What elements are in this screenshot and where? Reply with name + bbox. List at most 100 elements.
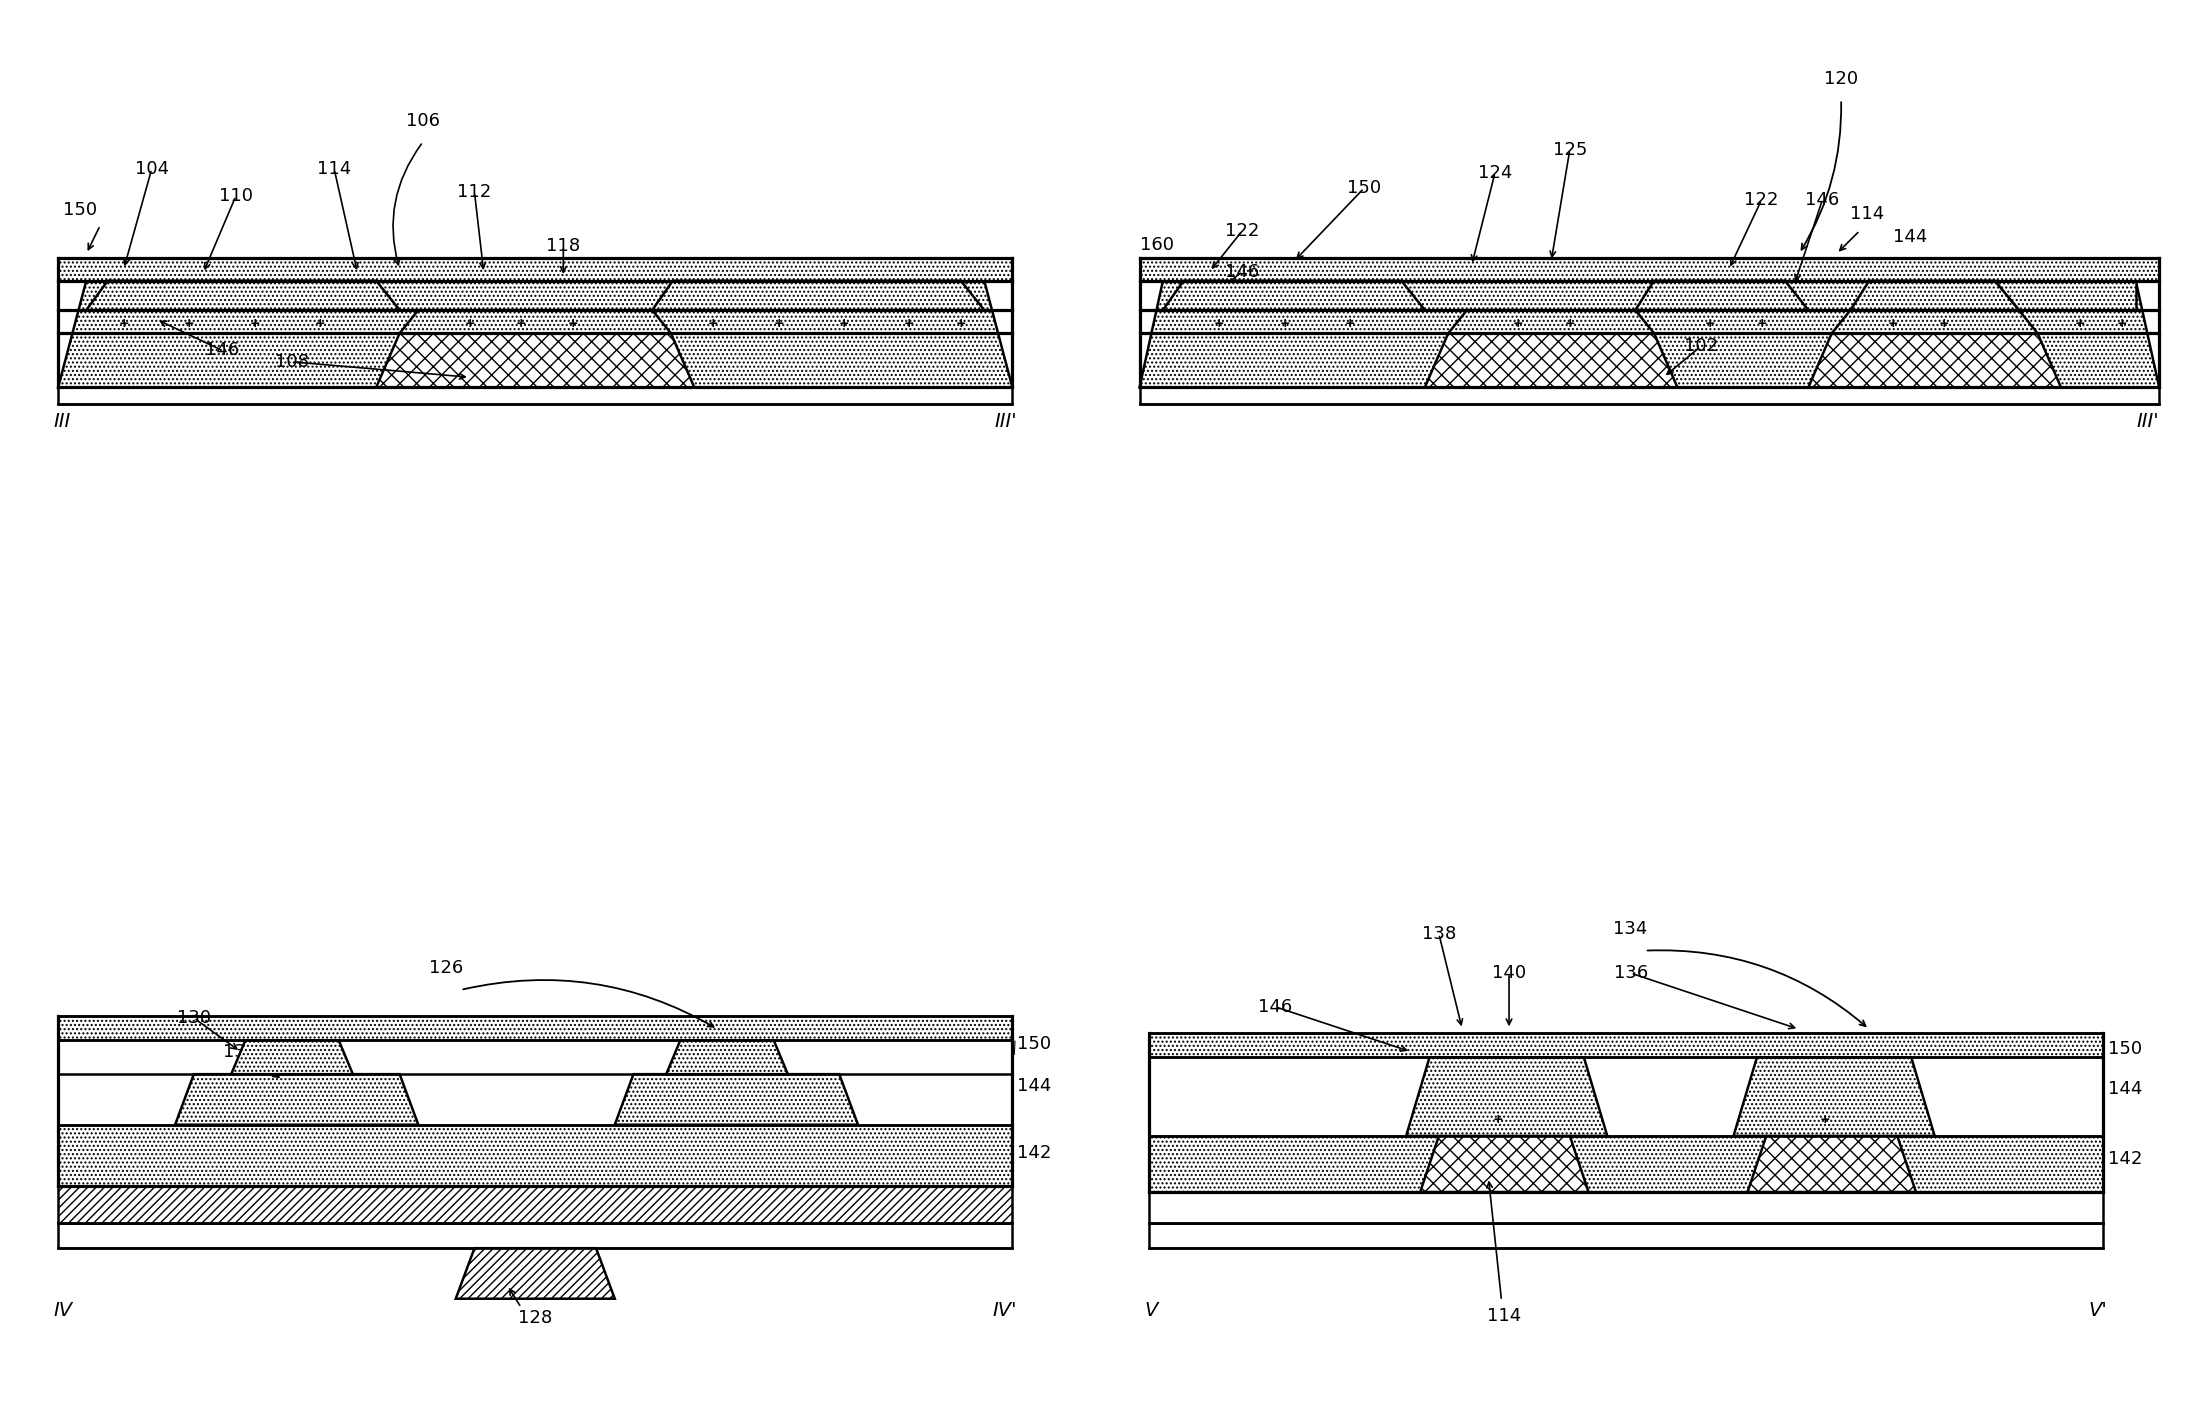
Bar bbox=[1148, 1033, 2102, 1057]
Bar bbox=[1139, 258, 2159, 280]
Text: 150: 150 bbox=[2109, 1040, 2142, 1057]
Text: 108: 108 bbox=[276, 353, 309, 371]
Polygon shape bbox=[1406, 1057, 1607, 1136]
Bar bbox=[57, 1187, 1011, 1224]
Polygon shape bbox=[1448, 310, 1654, 333]
Polygon shape bbox=[1424, 333, 1678, 387]
Text: +: + bbox=[567, 317, 578, 330]
Polygon shape bbox=[1636, 280, 1808, 310]
Polygon shape bbox=[667, 1040, 788, 1074]
Text: +: + bbox=[903, 317, 914, 330]
Polygon shape bbox=[1808, 333, 2060, 387]
Text: +: + bbox=[1888, 317, 1899, 330]
Bar bbox=[1148, 1224, 2102, 1248]
Text: III': III' bbox=[994, 411, 1018, 431]
Text: 128: 128 bbox=[519, 1309, 552, 1328]
Text: 122: 122 bbox=[1744, 191, 1780, 209]
Text: 160: 160 bbox=[1139, 236, 1172, 253]
Bar bbox=[1139, 387, 2159, 404]
Text: 114: 114 bbox=[1850, 205, 1886, 223]
Polygon shape bbox=[651, 280, 985, 310]
Text: +: + bbox=[1493, 1113, 1504, 1126]
Text: +: + bbox=[2117, 317, 2126, 330]
Text: +: + bbox=[1939, 317, 1950, 330]
Text: 106: 106 bbox=[406, 112, 439, 131]
Polygon shape bbox=[1775, 1103, 1875, 1136]
Text: 114: 114 bbox=[1488, 1308, 1521, 1325]
Text: +: + bbox=[250, 317, 261, 330]
Text: +: + bbox=[1819, 1113, 1830, 1126]
Polygon shape bbox=[86, 280, 400, 310]
Bar bbox=[57, 1016, 1011, 1040]
Polygon shape bbox=[1139, 280, 2159, 387]
Text: IV: IV bbox=[53, 1301, 73, 1319]
Polygon shape bbox=[400, 310, 671, 333]
Bar bbox=[57, 387, 1011, 404]
Text: 142: 142 bbox=[2109, 1150, 2142, 1168]
Polygon shape bbox=[1747, 1136, 1917, 1192]
Text: 150: 150 bbox=[1347, 179, 1382, 198]
Text: 144: 144 bbox=[2109, 1080, 2142, 1099]
Text: +: + bbox=[1512, 317, 1524, 330]
Text: 146: 146 bbox=[1806, 191, 1839, 209]
Polygon shape bbox=[232, 1040, 353, 1074]
Text: 132: 132 bbox=[223, 1043, 258, 1060]
Text: V: V bbox=[1144, 1301, 1157, 1319]
Text: 110: 110 bbox=[219, 186, 254, 205]
Polygon shape bbox=[1733, 1057, 1934, 1136]
Text: +: + bbox=[1705, 317, 1716, 330]
Text: 144: 144 bbox=[1018, 1077, 1051, 1096]
Text: 150: 150 bbox=[62, 201, 97, 219]
Text: 136: 136 bbox=[1614, 965, 1647, 982]
Polygon shape bbox=[375, 333, 693, 387]
Text: +: + bbox=[1345, 317, 1356, 330]
Text: 138: 138 bbox=[1422, 925, 1455, 943]
Text: 118: 118 bbox=[545, 238, 581, 255]
Polygon shape bbox=[1448, 1103, 1546, 1136]
Bar bbox=[57, 1224, 1011, 1248]
Polygon shape bbox=[455, 1248, 614, 1299]
Text: 104: 104 bbox=[135, 159, 168, 178]
Text: +: + bbox=[1214, 317, 1225, 330]
Text: III: III bbox=[53, 411, 71, 431]
Text: IV': IV' bbox=[994, 1301, 1018, 1319]
Text: +: + bbox=[316, 317, 325, 330]
Text: 130: 130 bbox=[177, 1009, 212, 1027]
Text: 134: 134 bbox=[1614, 919, 1647, 938]
Text: 124: 124 bbox=[1477, 164, 1512, 182]
Text: +: + bbox=[119, 317, 128, 330]
Polygon shape bbox=[1850, 280, 2018, 310]
Text: 125: 125 bbox=[1552, 141, 1588, 158]
Text: 140: 140 bbox=[1493, 965, 1526, 982]
Text: +: + bbox=[839, 317, 850, 330]
Text: 150: 150 bbox=[1018, 1036, 1051, 1053]
Polygon shape bbox=[408, 360, 662, 387]
Text: +: + bbox=[1565, 317, 1574, 330]
Text: 126: 126 bbox=[428, 959, 464, 978]
Text: 144: 144 bbox=[1892, 228, 1928, 246]
Text: +: + bbox=[1278, 317, 1289, 330]
Text: +: + bbox=[183, 317, 194, 330]
Bar bbox=[1148, 1136, 2102, 1192]
Bar bbox=[1148, 1192, 2102, 1224]
Text: +: + bbox=[709, 317, 718, 330]
Text: +: + bbox=[517, 317, 526, 330]
Text: III': III' bbox=[2137, 411, 2159, 431]
Polygon shape bbox=[1846, 360, 2034, 387]
Text: 146: 146 bbox=[1259, 998, 1292, 1016]
Text: 102: 102 bbox=[1685, 337, 1718, 356]
Bar bbox=[57, 1124, 1011, 1187]
Polygon shape bbox=[1996, 280, 2135, 310]
Polygon shape bbox=[1164, 280, 1424, 310]
Text: 146: 146 bbox=[1225, 262, 1259, 280]
Text: +: + bbox=[1755, 317, 1766, 330]
Polygon shape bbox=[57, 280, 1011, 387]
Text: 142: 142 bbox=[1018, 1144, 1051, 1163]
Text: 120: 120 bbox=[1824, 70, 1859, 88]
Polygon shape bbox=[1833, 310, 2038, 333]
Polygon shape bbox=[174, 1074, 417, 1124]
Text: 146: 146 bbox=[205, 342, 238, 359]
Text: V': V' bbox=[2089, 1301, 2109, 1319]
Polygon shape bbox=[1420, 1136, 1588, 1192]
Polygon shape bbox=[1462, 360, 1649, 387]
